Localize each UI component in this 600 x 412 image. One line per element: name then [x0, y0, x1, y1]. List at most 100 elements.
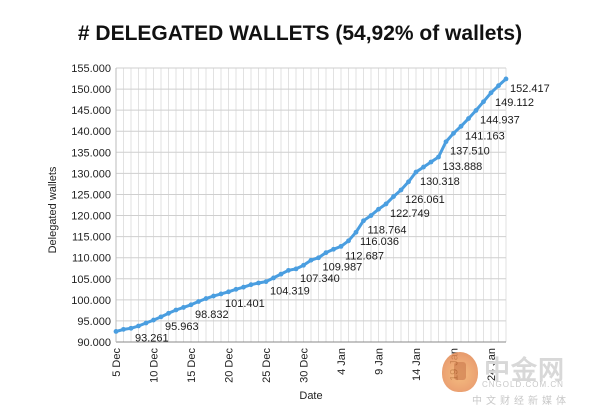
x-tick-label: 4 Jan	[336, 348, 348, 375]
data-label: 126.061	[405, 194, 445, 206]
data-point	[316, 255, 321, 261]
y-tick-label: 90.000	[77, 337, 111, 349]
data-point	[181, 305, 186, 310]
data-point	[233, 286, 239, 292]
data-point	[136, 323, 141, 329]
data-point	[503, 76, 509, 82]
data-point	[188, 302, 194, 308]
grid-lines	[115, 67, 507, 343]
data-point	[166, 310, 171, 316]
data-point	[271, 275, 276, 281]
data-point	[293, 266, 299, 272]
data-point	[361, 218, 366, 224]
data-point	[398, 187, 404, 193]
data-labels: 93.26195.96398.832101.401104.319107.3401…	[135, 83, 550, 344]
data-point	[203, 296, 209, 301]
x-tick-label: 5 Dec	[111, 348, 123, 377]
x-tick-label: 24 Jan	[486, 348, 498, 381]
data-point	[121, 326, 126, 332]
chart-title: # DELEGATED WALLETS (54,92% of wallets)	[77, 22, 523, 45]
data-point	[346, 238, 351, 244]
y-axis-title: Delegated wallets	[47, 166, 59, 253]
data-label: 98.832	[195, 309, 229, 321]
x-axis-ticks: 5 Dec 10 Dec 15 Dec 20 Dec 25 Dec 30 Dec 4 Jan…	[111, 348, 498, 383]
data-label: 116.036	[360, 236, 399, 248]
data-label: 104.319	[270, 286, 310, 298]
data-label: 101.401	[225, 298, 265, 310]
data-point	[413, 169, 419, 175]
data-point	[196, 299, 201, 304]
y-tick-label: 95.000	[77, 316, 111, 328]
y-tick-label: 140.000	[71, 126, 111, 138]
x-tick-label: 25 Dec	[261, 348, 273, 383]
data-label: 152.417	[510, 83, 550, 95]
data-point	[451, 130, 456, 136]
data-label: 133.888	[443, 161, 483, 173]
data-point	[391, 194, 396, 199]
data-point	[338, 243, 344, 249]
data-point	[241, 284, 246, 290]
data-point	[376, 206, 381, 212]
data-point	[278, 271, 284, 277]
y-tick-label: 110.000	[72, 253, 111, 265]
data-point	[443, 139, 449, 145]
data-point	[211, 293, 216, 299]
data-point	[218, 291, 224, 297]
x-tick-label: 14 Jan	[411, 348, 423, 381]
data-point	[113, 329, 119, 334]
data-point	[428, 159, 434, 165]
x-tick-label: 30 Dec	[299, 348, 311, 383]
data-point	[406, 179, 411, 185]
data-label: 141.163	[465, 130, 505, 142]
data-point	[458, 123, 464, 129]
data-label: 144.937	[480, 114, 520, 126]
data-point	[368, 213, 374, 218]
data-point	[323, 250, 329, 256]
x-axis-title: Date	[299, 390, 322, 402]
data-point	[436, 154, 441, 160]
data-point	[308, 257, 314, 263]
data-label: 95.963	[165, 321, 199, 333]
data-label: 93.261	[135, 332, 169, 344]
y-tick-label: 120.000	[71, 211, 111, 223]
data-label: 112.687	[345, 250, 384, 262]
y-tick-label: 155.000	[71, 63, 111, 75]
data-point	[331, 246, 336, 252]
data-point	[473, 108, 479, 113]
data-point	[301, 262, 306, 268]
data-label: 109.987	[323, 262, 363, 274]
y-tick-label: 130.000	[71, 168, 111, 180]
y-tick-label: 135.000	[71, 147, 111, 159]
y-tick-label: 145.000	[71, 105, 111, 117]
series-layer	[113, 76, 509, 334]
y-tick-label: 100.000	[71, 295, 111, 307]
y-tick-label: 105.000	[71, 274, 111, 286]
y-tick-label: 115.000	[72, 232, 111, 244]
data-label: 118.764	[368, 225, 407, 237]
data-point	[421, 164, 426, 170]
data-point	[226, 289, 231, 295]
data-point	[128, 325, 134, 331]
data-point	[383, 201, 389, 207]
y-axis-ticks: 90.000 95.000 100.000 105.000 110.000 115.000…	[71, 63, 111, 349]
data-label: 130.318	[420, 176, 460, 188]
data-point	[143, 320, 149, 326]
data-point	[286, 267, 291, 273]
x-tick-label: 10 Dec	[149, 348, 161, 383]
data-label: 149.112	[495, 97, 534, 109]
data-label: 107.340	[300, 273, 340, 285]
x-tick-label: 15 Dec	[186, 348, 198, 383]
data-point	[263, 279, 269, 285]
data-point	[151, 317, 156, 323]
axes	[115, 68, 506, 343]
data-point	[481, 99, 486, 105]
data-point	[496, 83, 501, 89]
data-point	[488, 90, 494, 96]
data-point	[466, 116, 471, 121]
data-point	[248, 282, 254, 288]
x-tick-label: 9 Jan	[374, 348, 386, 375]
x-tick-label: 20 Dec	[224, 348, 236, 383]
x-tick-label: 19 Jan	[449, 348, 461, 381]
data-point	[353, 229, 359, 235]
